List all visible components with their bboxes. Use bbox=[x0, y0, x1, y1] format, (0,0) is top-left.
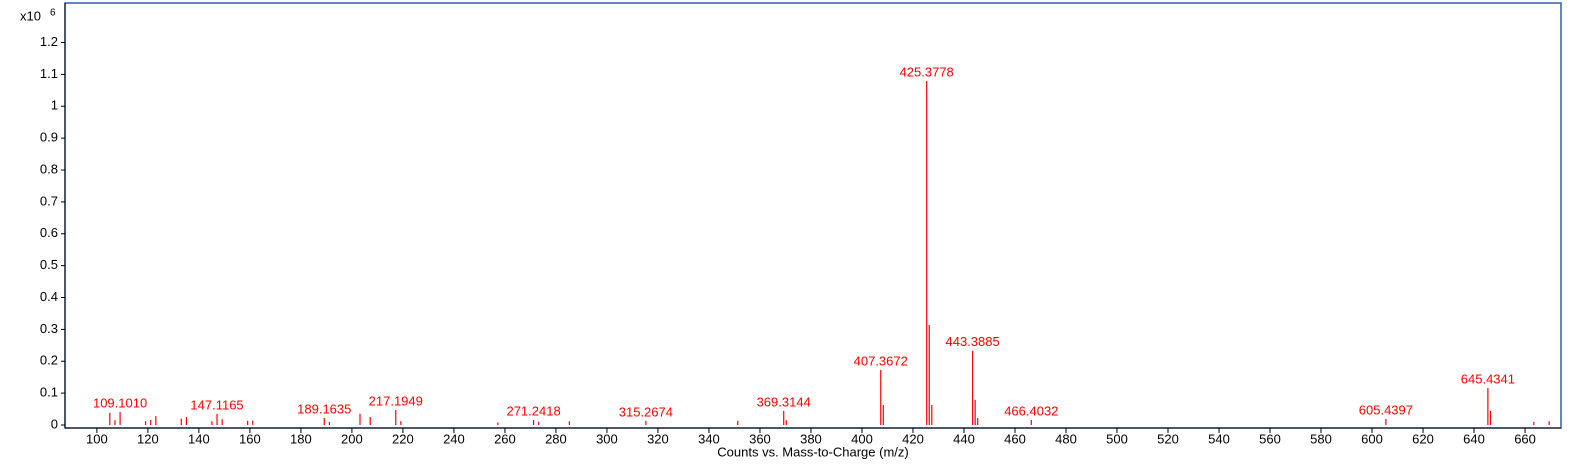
y-multiplier-base: x10 bbox=[20, 8, 41, 23]
x-tick-label: 360 bbox=[749, 431, 771, 446]
x-tick-label: 320 bbox=[647, 431, 669, 446]
x-tick-label: 580 bbox=[1310, 431, 1332, 446]
peak-label: 271.2418 bbox=[506, 403, 560, 418]
x-tick-label: 620 bbox=[1412, 431, 1434, 446]
x-tick-label: 500 bbox=[1106, 431, 1128, 446]
x-tick-label: 600 bbox=[1361, 431, 1383, 446]
x-tick-label: 400 bbox=[851, 431, 873, 446]
peak-label: 443.3885 bbox=[946, 334, 1000, 349]
peak-label: 425.3778 bbox=[900, 65, 954, 80]
peak-label: 407.3672 bbox=[854, 353, 908, 368]
x-tick-label: 660 bbox=[1514, 431, 1536, 446]
peak-label: 189.1635 bbox=[297, 401, 351, 416]
x-axis-label: Counts vs. Mass-to-Charge (m/z) bbox=[717, 444, 908, 459]
y-tick-label: 0 bbox=[51, 416, 58, 431]
y-tick-label: 0.2 bbox=[40, 353, 58, 368]
peak-label: 605.4397 bbox=[1359, 402, 1413, 417]
y-tick-label: 0.6 bbox=[40, 225, 58, 240]
x-tick-label: 100 bbox=[86, 431, 108, 446]
x-tick-label: 480 bbox=[1055, 431, 1077, 446]
peak-label: 109.1010 bbox=[93, 395, 147, 410]
y-tick-label: 1 bbox=[51, 98, 58, 113]
y-tick-label: 1.1 bbox=[40, 66, 58, 81]
y-tick-label: 0.3 bbox=[40, 321, 58, 336]
x-tick-label: 640 bbox=[1463, 431, 1485, 446]
y-tick-label: 0.8 bbox=[40, 161, 58, 176]
x-tick-label: 300 bbox=[596, 431, 618, 446]
peak-label: 217.1949 bbox=[369, 393, 423, 408]
y-tick-label: 0.1 bbox=[40, 385, 58, 400]
plot-frame bbox=[64, 2, 1562, 429]
y-tick-label: 0.5 bbox=[40, 257, 58, 272]
y-tick-label: 0.4 bbox=[40, 289, 58, 304]
x-tick-label: 140 bbox=[188, 431, 210, 446]
x-tick-label: 240 bbox=[443, 431, 465, 446]
y-multiplier-exponent: 6 bbox=[50, 8, 56, 19]
x-tick-label: 420 bbox=[902, 431, 924, 446]
y-tick-label: 0.7 bbox=[40, 193, 58, 208]
y-tick-label: 1.2 bbox=[40, 34, 58, 49]
peak-label: 315.2674 bbox=[619, 404, 673, 419]
x-tick-label: 280 bbox=[545, 431, 567, 446]
x-tick-label: 560 bbox=[1259, 431, 1281, 446]
peak-label: 466.4032 bbox=[1004, 403, 1058, 418]
x-tick-label: 340 bbox=[698, 431, 720, 446]
x-tick-label: 440 bbox=[953, 431, 975, 446]
x-tick-label: 160 bbox=[239, 431, 261, 446]
x-tick-label: 520 bbox=[1157, 431, 1179, 446]
peak-label: 369.3144 bbox=[757, 394, 811, 409]
x-tick-label: 540 bbox=[1208, 431, 1230, 446]
peak-label: 147.1165 bbox=[190, 397, 243, 412]
x-tick-label: 380 bbox=[800, 431, 822, 446]
x-tick-label: 200 bbox=[341, 431, 363, 446]
x-tick-label: 220 bbox=[392, 431, 414, 446]
x-tick-label: 120 bbox=[137, 431, 159, 446]
y-tick-label: 0.9 bbox=[40, 130, 58, 145]
peak-label: 645.4341 bbox=[1461, 371, 1515, 386]
x-tick-label: 180 bbox=[290, 431, 312, 446]
x-tick-label: 260 bbox=[494, 431, 516, 446]
x-tick-label: 460 bbox=[1004, 431, 1026, 446]
